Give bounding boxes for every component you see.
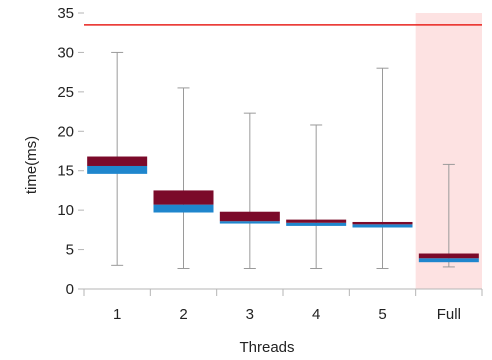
box-upper-median-q3 [352, 221, 413, 225]
box-lower-q1-median [352, 224, 413, 228]
box-upper-median-q3 [87, 156, 148, 166]
y-axis-title: time(ms) [23, 136, 40, 194]
box-upper-median-q3 [286, 219, 347, 223]
y-tick-label: 25 [57, 84, 74, 101]
box-lower-q1-median [286, 222, 347, 226]
y-tick-label: 5 [66, 242, 74, 259]
x-tick-label: 5 [378, 306, 386, 323]
box-lower-q1-median [219, 221, 280, 224]
x-axis-title: Threads [239, 339, 294, 356]
x-tick-label: 3 [246, 306, 254, 323]
y-tick-label: 10 [57, 202, 74, 219]
y-tick-label: 35 [57, 5, 74, 22]
chart-marks [87, 51, 479, 269]
box-lower-q1-median [418, 258, 479, 263]
axes [78, 12, 483, 296]
x-tick-label: 4 [312, 306, 320, 323]
box-upper-median-q3 [418, 253, 479, 259]
x-tick-labels: 1 2 3 4 5 Full [113, 306, 461, 323]
box-lower-q1-median [87, 165, 148, 174]
x-tick-label: 2 [179, 306, 187, 323]
x-tick-label: 1 [113, 306, 121, 323]
y-tick-label: 0 [66, 281, 74, 298]
y-tick-label: 20 [57, 123, 74, 140]
y-tick-label: 15 [57, 163, 74, 180]
y-tick-label: 30 [57, 44, 74, 61]
box-upper-median-q3 [153, 190, 214, 205]
box-upper-median-q3 [219, 211, 280, 222]
box-lower-q1-median [153, 204, 214, 213]
y-tick-labels: 0 5 10 15 20 25 30 35 [57, 5, 74, 298]
x-tick-label: Full [437, 306, 461, 323]
